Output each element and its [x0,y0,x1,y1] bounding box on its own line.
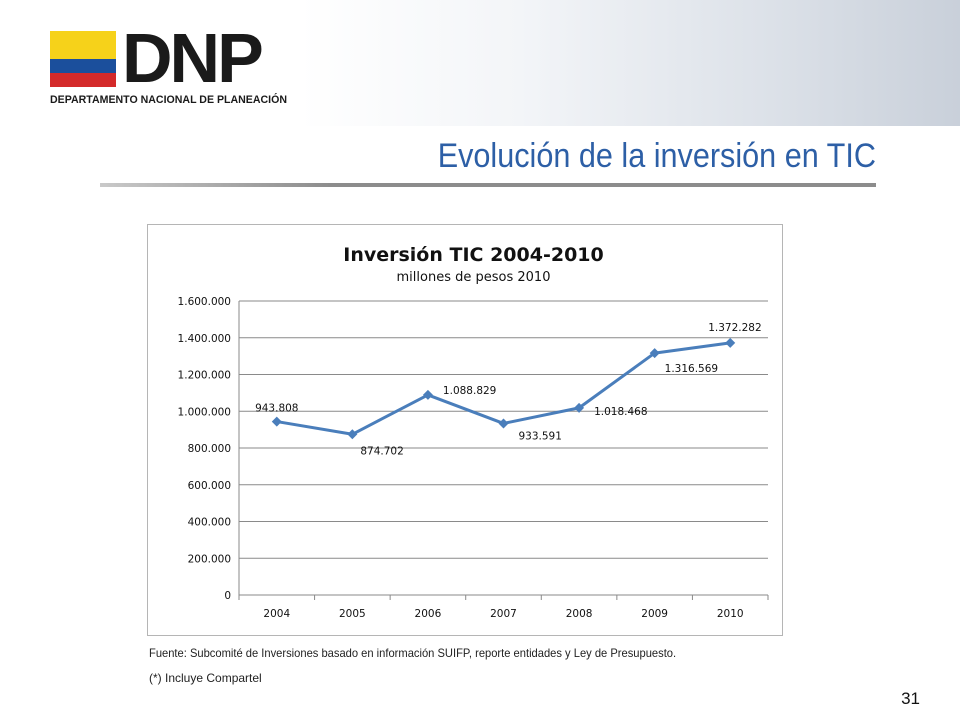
y-tick-label: 600.000 [188,480,231,492]
colombia-flag-icon [50,31,116,87]
data-point [649,348,660,359]
data-point [498,418,509,429]
data-label: 1.372.282 [708,322,761,334]
data-point [271,416,282,427]
footnote: (*) Incluye Compartel [149,671,262,685]
y-tick-label: 200.000 [188,553,231,565]
y-tick-label: 1.000.000 [178,406,231,418]
data-point [422,389,433,400]
chart-container: Inversión TIC 2004-2010 millones de pesos… [147,224,783,636]
data-label: 1.018.468 [594,406,647,418]
data-label: 1.316.569 [665,363,718,375]
page-number: 31 [901,689,920,708]
x-tick-label: 2007 [490,608,517,620]
source-note: Fuente: Subcomité de Inversiones basado … [149,646,677,660]
x-tick-label: 2008 [566,608,593,620]
chart-title: Inversión TIC 2004-2010 [343,244,604,266]
data-point [574,402,585,413]
dnp-logo: DNP DEPARTAMENTO NACIONAL DE PLANEACIÓN [50,19,300,108]
data-label: 874.702 [360,445,403,457]
header-band [0,0,960,126]
chart-subtitle: millones de pesos 2010 [397,270,551,285]
x-tick-label: 2010 [717,608,744,620]
y-tick-label: 1.200.000 [178,370,231,382]
slide-title: Evolución de la inversión en TIC [437,137,876,175]
data-point [725,337,736,348]
logo-subtitle: DEPARTAMENTO NACIONAL DE PLANEACIÓN [50,94,287,106]
data-label: 933.591 [519,430,562,442]
data-label: 1.088.829 [443,385,496,397]
y-tick-label: 1.600.000 [178,296,231,308]
logo-wordmark: DNP [122,19,264,97]
x-tick-label: 2006 [415,608,442,620]
y-tick-label: 0 [224,590,231,602]
x-tick-label: 2005 [339,608,366,620]
y-tick-label: 1.400.000 [178,333,231,345]
line-chart: Inversión TIC 2004-2010 millones de pesos… [178,244,769,620]
title-divider [100,183,876,187]
y-tick-label: 800.000 [188,443,231,455]
y-tick-label: 400.000 [188,517,231,529]
x-tick-label: 2009 [641,608,668,620]
x-tick-label: 2004 [263,608,290,620]
data-label: 943.808 [255,403,298,415]
data-point [347,429,358,440]
